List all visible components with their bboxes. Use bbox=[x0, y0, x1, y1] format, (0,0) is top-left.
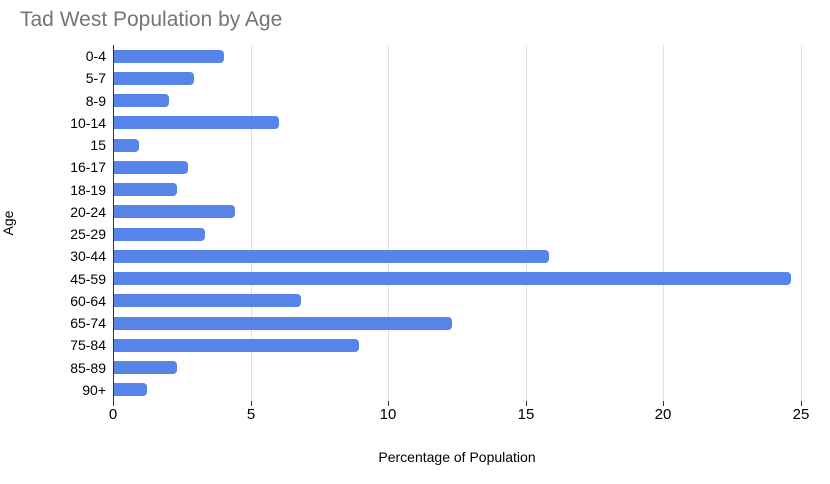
bar-30-44 bbox=[114, 250, 549, 263]
x-axis-tick-mark bbox=[113, 401, 114, 406]
x-axis-tick-label: 5 bbox=[246, 406, 256, 423]
x-axis-tick-label: 15 bbox=[517, 406, 535, 423]
x-axis-tick-label: 20 bbox=[654, 406, 672, 423]
y-axis-label: 18-19 bbox=[70, 181, 106, 198]
y-axis-label: 90+ bbox=[82, 381, 106, 398]
bar-16-17 bbox=[114, 161, 188, 174]
plot-area bbox=[113, 45, 802, 406]
y-axis-label: 60-64 bbox=[70, 292, 106, 309]
x-axis-tick-mark bbox=[526, 401, 527, 406]
bar-90+ bbox=[114, 383, 147, 396]
x-axis-tick-label: 25 bbox=[792, 406, 810, 423]
y-axis-label: 85-89 bbox=[70, 359, 106, 376]
y-axis-label: 16-17 bbox=[70, 159, 106, 176]
bar-15 bbox=[114, 139, 139, 152]
x-axis-tick-mark bbox=[801, 401, 802, 406]
y-axis-label: 15 bbox=[90, 137, 106, 154]
y-axis-label: 20-24 bbox=[70, 203, 106, 220]
bar-85-89 bbox=[114, 361, 177, 374]
y-axis-label: 45-59 bbox=[70, 270, 106, 287]
y-axis-label: 65-74 bbox=[70, 315, 106, 332]
x-axis-tick-mark bbox=[251, 401, 252, 406]
bar-0-4 bbox=[114, 50, 224, 63]
y-axis-label: 75-84 bbox=[70, 337, 106, 354]
y-axis-label: 25-29 bbox=[70, 226, 106, 243]
bar-75-84 bbox=[114, 339, 359, 352]
bar-8-9 bbox=[114, 94, 169, 107]
bar-65-74 bbox=[114, 317, 452, 330]
gridline bbox=[251, 45, 252, 401]
y-axis-label: 8-9 bbox=[85, 92, 106, 109]
bar-45-59 bbox=[114, 272, 791, 285]
gridline bbox=[663, 45, 664, 401]
y-axis-label: 0-4 bbox=[85, 48, 106, 65]
y-axis-label: 5-7 bbox=[85, 70, 106, 87]
x-axis-tick-label: 10 bbox=[379, 406, 397, 423]
bar-10-14 bbox=[114, 116, 279, 129]
x-axis-tick-mark bbox=[663, 401, 664, 406]
gridline bbox=[388, 45, 389, 401]
bar-60-64 bbox=[114, 294, 301, 307]
bar-5-7 bbox=[114, 72, 194, 85]
gridline bbox=[801, 45, 802, 401]
y-axis-label: 30-44 bbox=[70, 248, 106, 265]
x-axis-tick-label: 0 bbox=[108, 406, 118, 423]
bar-18-19 bbox=[114, 183, 177, 196]
x-axis-baseline bbox=[113, 45, 114, 401]
x-axis-tick-mark bbox=[388, 401, 389, 406]
x-axis-title: Percentage of Population bbox=[378, 449, 536, 465]
y-axis-label: 10-14 bbox=[70, 114, 106, 131]
y-axis-title: Age bbox=[0, 210, 16, 236]
bar-20-24 bbox=[114, 205, 235, 218]
bar-25-29 bbox=[114, 228, 205, 241]
chart-title: Tad West Population by Age bbox=[20, 8, 283, 31]
gridline bbox=[526, 45, 527, 401]
